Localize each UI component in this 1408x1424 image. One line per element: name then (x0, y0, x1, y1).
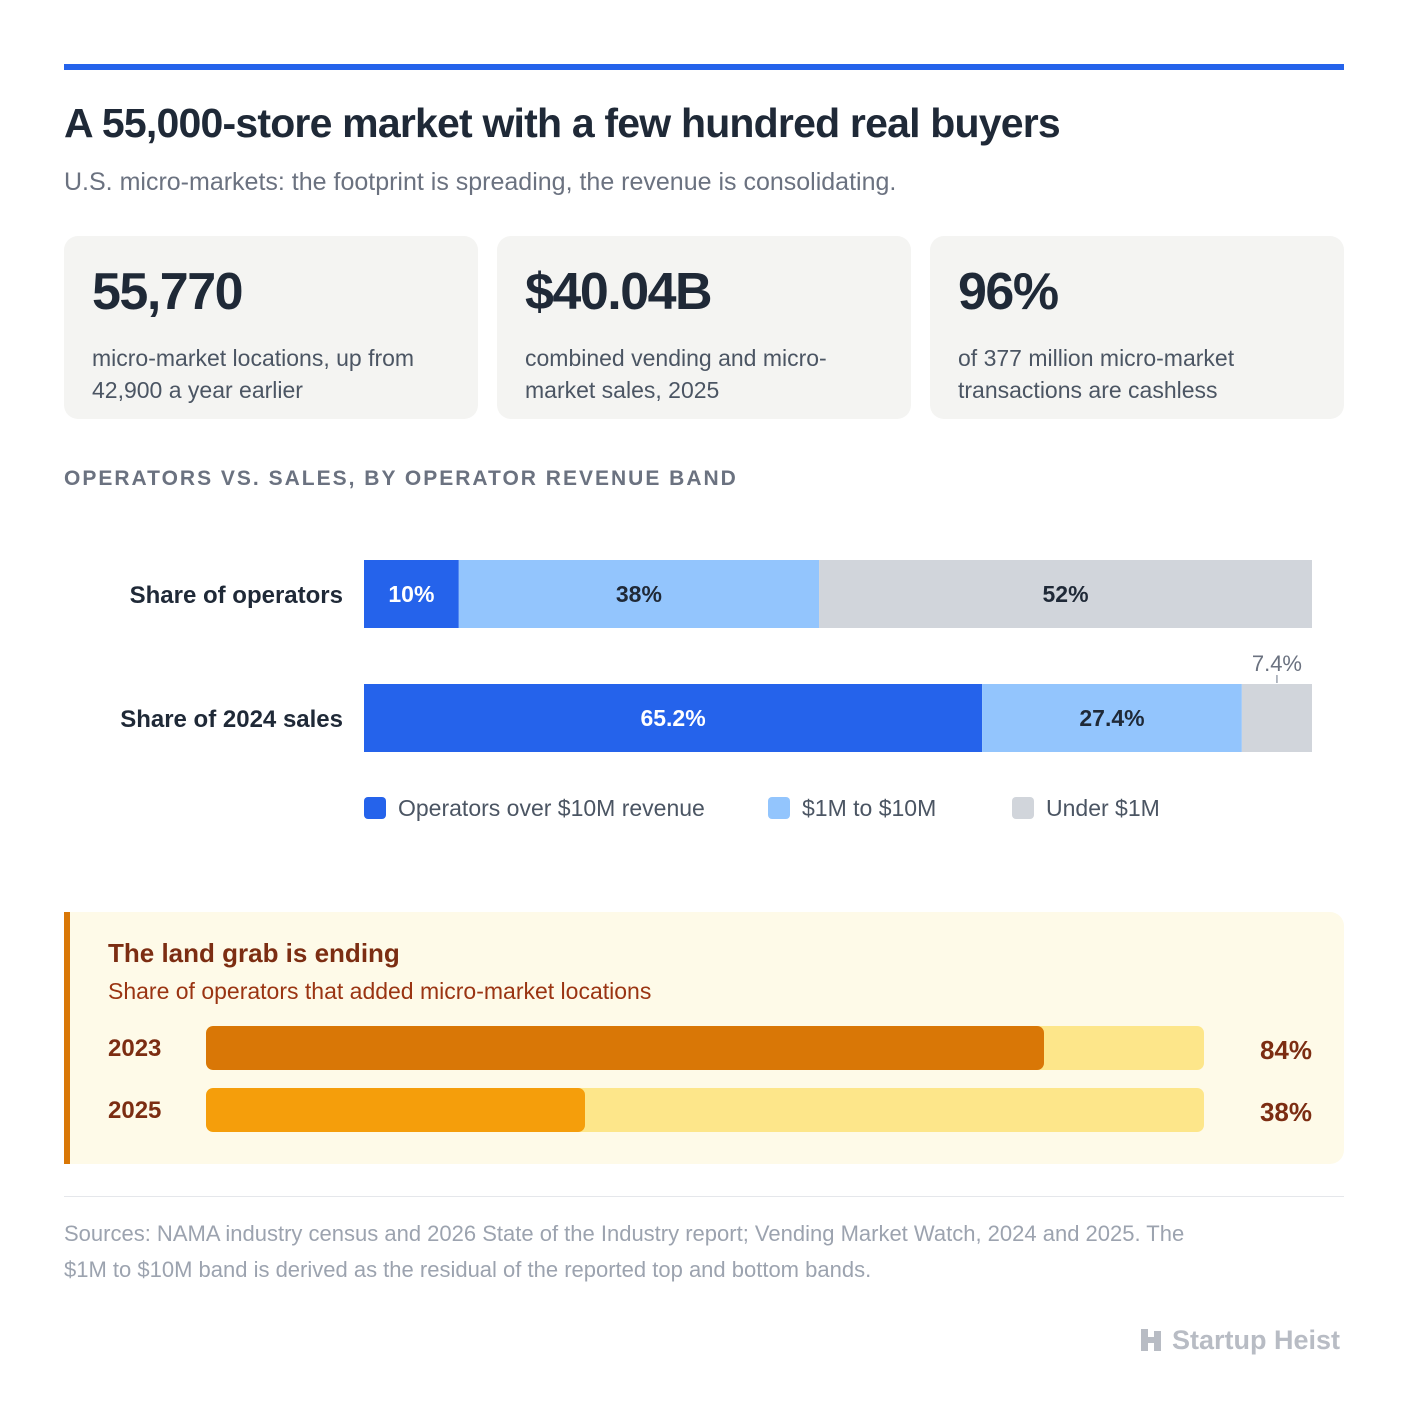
stat-card-locations: 55,770 micro-market locations, up from 4… (64, 236, 478, 419)
brand-icon (1140, 1329, 1161, 1351)
page-title: A 55,000-store market with a few hundred… (64, 100, 1061, 146)
stat-desc-line: combined vending and micro- (525, 345, 827, 371)
bar-track-2023 (206, 1026, 1204, 1070)
legend-swatch (364, 797, 386, 819)
sources-line: Sources: NAMA industry census and 2026 S… (64, 1221, 1185, 1246)
sources-note: Sources: NAMA industry census and 2026 S… (64, 1216, 1344, 1288)
bar-data-label: 10% (388, 581, 434, 607)
row-label: Share of 2024 sales (120, 706, 343, 733)
row-label: Share of operators (130, 582, 343, 609)
legend-label: Operators over $10M revenue (398, 794, 705, 821)
bar-segment (982, 684, 1242, 752)
bar-segment (819, 560, 1312, 628)
stat-card-cashless: 96% of 377 million micro-market transact… (930, 236, 1344, 419)
bar-segment (1241, 684, 1312, 752)
bar-segment (364, 684, 983, 752)
callout-title: The land grab is ending (108, 938, 400, 968)
brand-logo: Startup Heist (1138, 1322, 1340, 1358)
bar-data-label: 7.4% (1252, 651, 1302, 676)
legend-item-over-10m: Operators over $10M revenue (364, 793, 705, 823)
stat-desc-line: market sales, 2025 (525, 377, 720, 403)
bar-data-label: 27.4% (1079, 705, 1144, 731)
bar-fill-2023 (206, 1026, 1045, 1070)
stat-value: 96% (958, 263, 1059, 321)
callout-subtitle: Share of operators that added micro-mark… (108, 978, 652, 1004)
section-heading: OPERATORS VS. SALES, BY OPERATOR REVENUE… (64, 467, 738, 490)
bar-data-label: 65.2% (640, 705, 705, 731)
stat-value: $40.04B (525, 263, 713, 321)
top-accent-bar (64, 64, 1344, 70)
stat-card-sales: $40.04B combined vending and micro- mark… (497, 236, 911, 419)
year-label-2023: 2023 (108, 1035, 162, 1062)
page-subtitle: U.S. micro-markets: the footprint is spr… (64, 168, 897, 196)
legend-swatch (1012, 797, 1034, 819)
bar-value-2025: 38% (1259, 1097, 1312, 1127)
bar-data-label: 52% (1042, 581, 1088, 607)
bar-value-2023: 84% (1259, 1035, 1312, 1065)
bar-fill-2025 (206, 1088, 586, 1132)
stat-desc-line: micro-market locations, up from (92, 345, 415, 371)
stat-value: 55,770 (92, 263, 244, 321)
stacked-bar-chart: Share of operators 10% 38% 52% Share of 2024… (120, 560, 1312, 752)
stat-description: micro-market locations, up from 42,900 a… (92, 342, 450, 406)
stat-desc-line: transactions are cashless (958, 377, 1218, 403)
legend-item-under-1m: Under $1M (1012, 793, 1160, 823)
legend-swatch (768, 797, 790, 819)
bar-segment (458, 560, 820, 628)
legend-label: Under $1M (1046, 794, 1160, 821)
year-label-2025: 2025 (108, 1097, 162, 1124)
bar-data-label: 38% (616, 581, 662, 607)
sources-line: $1M to $10M band is derived as the resid… (64, 1257, 872, 1282)
stat-desc-line: 42,900 a year earlier (92, 377, 303, 403)
land-grab-callout: The land grab is ending Share of operato… (64, 912, 1344, 1164)
stat-description: of 377 million micro-market transactions… (958, 342, 1316, 406)
bar-segment (364, 560, 459, 628)
legend-item-1m-10m: $1M to $10M (768, 793, 936, 823)
footer-divider (64, 1196, 1344, 1197)
stat-desc-line: of 377 million micro-market (958, 345, 1235, 371)
brand-name: Startup Heist (1171, 1324, 1340, 1355)
legend-label: $1M to $10M (802, 794, 937, 821)
bar-track-2025 (206, 1088, 1204, 1132)
stat-description: combined vending and micro- market sales… (525, 342, 883, 406)
